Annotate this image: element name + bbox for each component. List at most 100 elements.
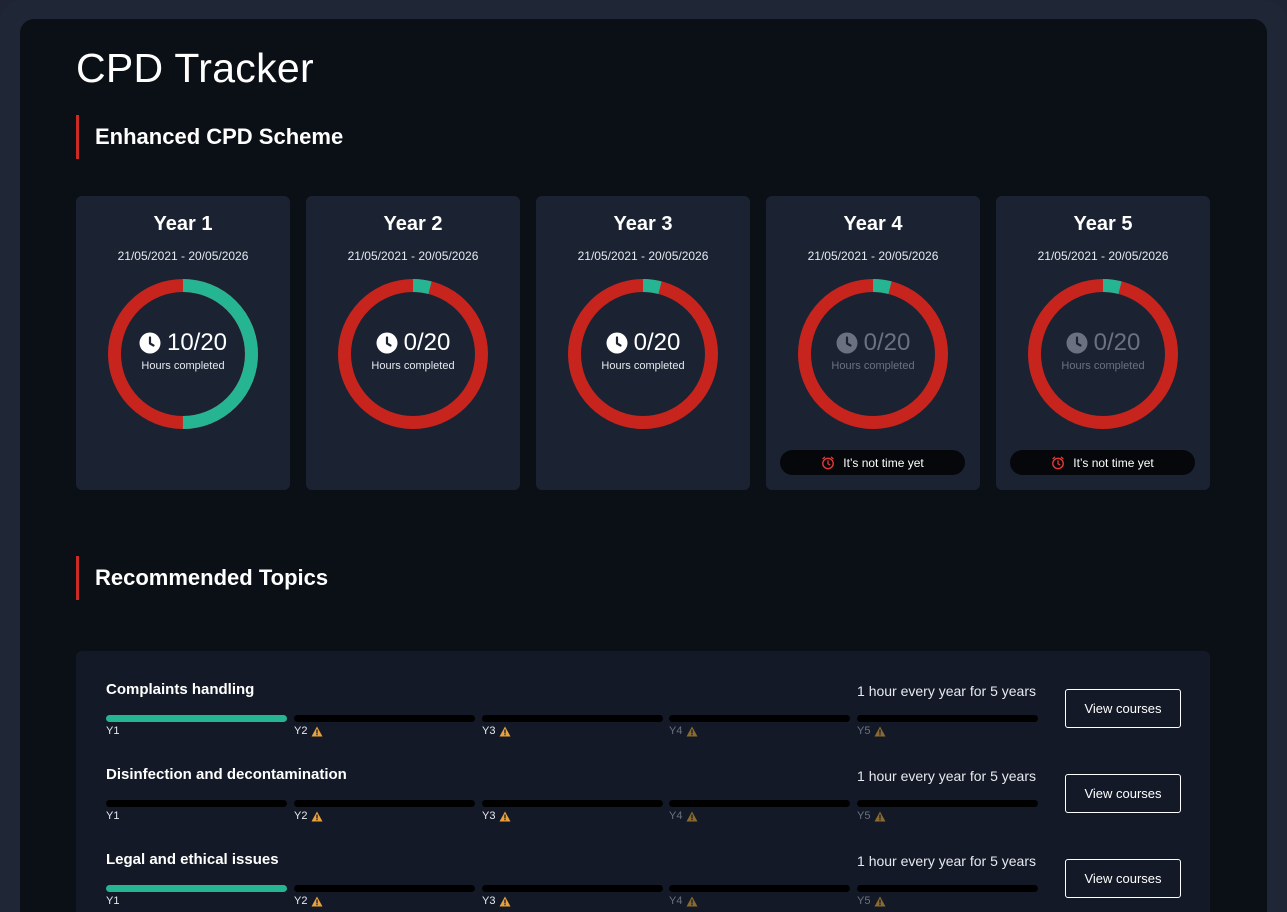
alarm-clock-icon <box>1051 456 1065 470</box>
view-courses-button[interactable]: View courses <box>1065 774 1181 813</box>
year-card-2[interactable]: Year 2 21/05/2021 - 20/05/2026 0/20 Hours c… <box>306 196 520 490</box>
segment-label: Y4 <box>669 725 850 737</box>
segment-year: Y5 <box>857 895 871 907</box>
year-title: Year 1 <box>153 213 213 235</box>
segment-label: Y1 <box>106 810 287 822</box>
hours-value: 10/20 <box>166 328 228 356</box>
year-progress-segment: Y1 <box>106 800 287 822</box>
year-card-4[interactable]: Year 4 21/05/2021 - 20/05/2026 0/20 Hours c… <box>766 196 980 490</box>
hours-label: Hours completed <box>371 359 455 372</box>
segment-year: Y1 <box>106 810 120 822</box>
year-title: Year 3 <box>613 213 673 235</box>
alarm-clock-icon <box>821 456 835 470</box>
segment-year: Y3 <box>482 810 496 822</box>
segment-bar <box>482 715 663 722</box>
topic-name: Complaints handling <box>106 681 255 698</box>
segment-bar <box>106 800 287 807</box>
app-screen: CPD Tracker Enhanced CPD Scheme Year 1 21… <box>20 19 1267 912</box>
warning-icon <box>874 726 886 737</box>
page-title: CPD Tracker <box>76 45 314 91</box>
year-progress-segment: Y3 <box>482 715 663 737</box>
year-card-5[interactable]: Year 5 21/05/2021 - 20/05/2026 0/20 Hours c… <box>996 196 1210 490</box>
warning-icon <box>311 726 323 737</box>
segment-bar <box>669 800 850 807</box>
hours-value: 0/20 <box>403 328 451 356</box>
year-card-1[interactable]: Year 1 21/05/2021 - 20/05/2026 10/20 Hours … <box>76 196 290 490</box>
segment-year: Y4 <box>669 810 683 822</box>
segment-bar <box>857 715 1038 722</box>
segment-year: Y1 <box>106 895 120 907</box>
warning-icon <box>499 811 511 822</box>
segment-label: Y4 <box>669 810 850 822</box>
progress-ring <box>798 279 948 429</box>
segment-year: Y2 <box>294 895 308 907</box>
clock-icon <box>606 332 628 354</box>
year-progress-segment: Y3 <box>482 800 663 822</box>
year-card-3[interactable]: Year 3 21/05/2021 - 20/05/2026 0/20 Hours c… <box>536 196 750 490</box>
year-title: Year 5 <box>1073 213 1133 235</box>
topic-name: Disinfection and decontamination <box>106 766 347 783</box>
warning-icon <box>686 896 698 907</box>
segment-label: Y4 <box>669 895 850 907</box>
progress-ring <box>108 279 258 429</box>
warning-icon <box>874 896 886 907</box>
warning-icon <box>499 726 511 737</box>
segment-year: Y2 <box>294 810 308 822</box>
topic-row: Complaints handling 1 hour every year for… <box>106 681 1196 761</box>
year-progress-segment: Y2 <box>294 715 475 737</box>
segment-bar <box>857 800 1038 807</box>
ring-completed <box>108 279 258 429</box>
segment-bar <box>294 885 475 892</box>
segment-year: Y3 <box>482 725 496 737</box>
segment-year: Y4 <box>669 725 683 737</box>
warning-icon <box>311 896 323 907</box>
topic-requirement: 1 hour every year for 5 years <box>857 683 1036 699</box>
ring-completed <box>338 279 488 429</box>
not-time-yet-badge: It’s not time yet <box>1010 450 1195 475</box>
year-progress-segment: Y4 <box>669 715 850 737</box>
view-courses-button[interactable]: View courses <box>1065 689 1181 728</box>
segment-bar <box>294 800 475 807</box>
segment-label: Y5 <box>857 810 1038 822</box>
not-time-yet-text: It’s not time yet <box>1073 455 1154 470</box>
segment-year: Y5 <box>857 810 871 822</box>
year-progress-segment: Y2 <box>294 800 475 822</box>
hours-value: 0/20 <box>633 328 681 356</box>
segment-year: Y1 <box>106 725 120 737</box>
ring-center: 0/20 Hours completed <box>797 278 949 430</box>
segment-bar <box>106 885 287 892</box>
hours-value: 0/20 <box>863 328 911 356</box>
warning-icon <box>499 896 511 907</box>
year-progress-segment: Y4 <box>669 885 850 907</box>
year-dates: 21/05/2021 - 20/05/2026 <box>347 249 479 263</box>
ring-completed <box>798 279 948 429</box>
progress-ring <box>568 279 718 429</box>
ring-center: 0/20 Hours completed <box>337 278 489 430</box>
topic-requirement: 1 hour every year for 5 years <box>857 853 1036 869</box>
segment-label: Y3 <box>482 895 663 907</box>
segment-label: Y1 <box>106 895 287 907</box>
segment-label: Y1 <box>106 725 287 737</box>
segment-label: Y2 <box>294 895 475 907</box>
year-progress-segment: Y1 <box>106 885 287 907</box>
topic-name: Legal and ethical issues <box>106 851 279 868</box>
year-dates: 21/05/2021 - 20/05/2026 <box>117 249 249 263</box>
ring-center: 10/20 Hours completed <box>107 278 259 430</box>
year-progress-segment: Y4 <box>669 800 850 822</box>
not-time-yet-badge: It’s not time yet <box>780 450 965 475</box>
clock-icon <box>376 332 398 354</box>
warning-icon <box>874 811 886 822</box>
segment-bar <box>294 715 475 722</box>
hours-label: Hours completed <box>1061 359 1145 372</box>
progress-ring <box>338 279 488 429</box>
segment-label: Y2 <box>294 725 475 737</box>
view-courses-button[interactable]: View courses <box>1065 859 1181 898</box>
section-heading-scheme: Enhanced CPD Scheme <box>76 115 343 159</box>
progress-ring <box>1028 279 1178 429</box>
year-progress-segment: Y3 <box>482 885 663 907</box>
clock-icon <box>836 332 858 354</box>
segment-bar <box>106 715 287 722</box>
segment-label: Y2 <box>294 810 475 822</box>
clock-icon <box>139 332 161 354</box>
